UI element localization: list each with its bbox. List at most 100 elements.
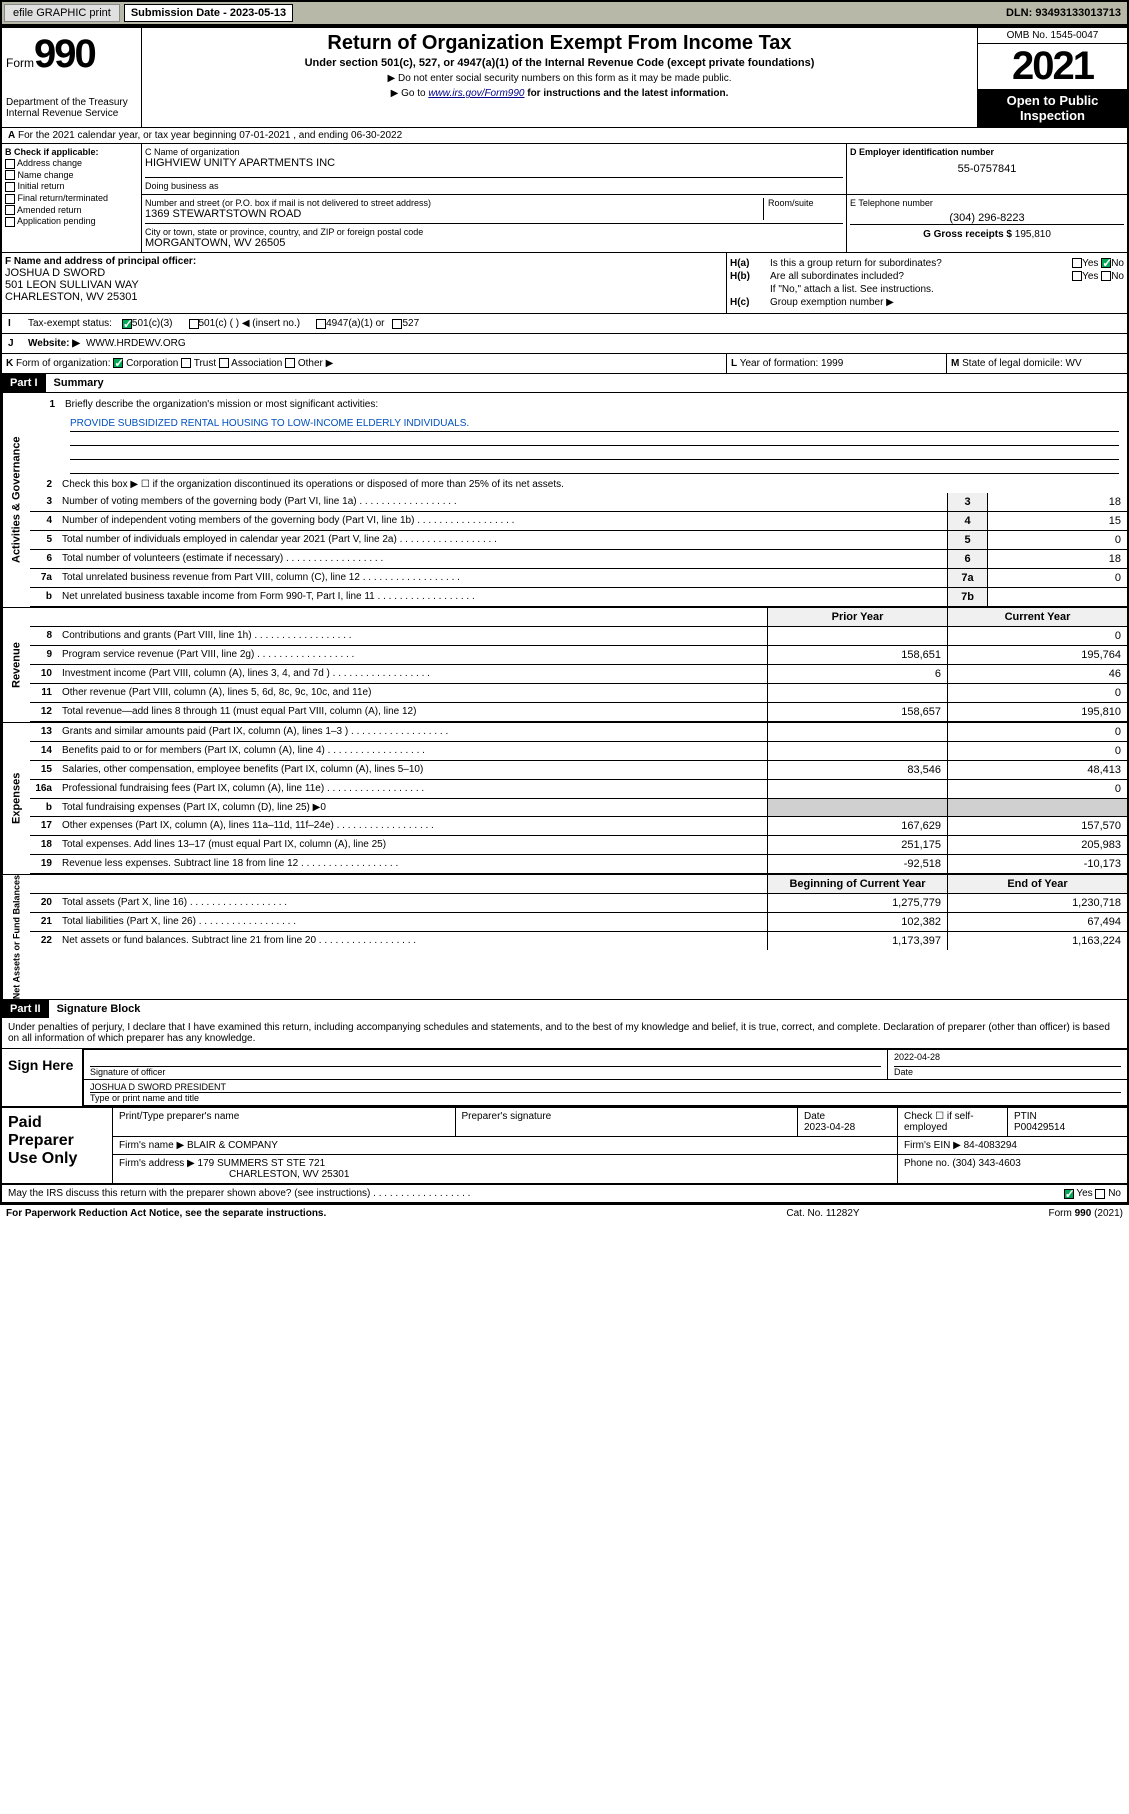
chk-application-pending[interactable]: [5, 217, 15, 227]
city-label: City or town, state or province, country…: [145, 227, 843, 237]
sig-name-value: JOSHUA D SWORD PRESIDENT: [90, 1082, 1121, 1092]
omb-number: OMB No. 1545-0047: [978, 28, 1127, 44]
addr-label: Number and street (or P.O. box if mail i…: [145, 198, 763, 208]
yes-label: Yes: [1082, 271, 1098, 282]
j-label: J: [8, 338, 28, 349]
line-19-prior: -92,518: [767, 855, 947, 873]
line-8-text: Contributions and grants (Part VIII, lin…: [58, 627, 767, 645]
opt-501c: 501(c) ( ) ◀ (insert no.): [199, 318, 301, 329]
line-7a-val: 0: [987, 569, 1127, 587]
form-number: 990: [34, 32, 95, 77]
line-13-prior: [767, 723, 947, 741]
signature-declaration: Under penalties of perjury, I declare th…: [2, 1018, 1127, 1048]
line-6-val: 18: [987, 550, 1127, 568]
chk-501c3[interactable]: [122, 319, 132, 329]
prep-ptin-value: P00429514: [1014, 1122, 1065, 1133]
chk-ha-no[interactable]: [1101, 258, 1111, 268]
column-b-checkboxes: B Check if applicable: Address change Na…: [2, 144, 142, 252]
phone-label: E Telephone number: [850, 198, 1124, 208]
line-16b-prior: [767, 799, 947, 816]
firm-phone-value: (304) 343-4603: [952, 1158, 1020, 1169]
line-19-text: Revenue less expenses. Subtract line 18 …: [58, 855, 767, 873]
chk-corporation[interactable]: [113, 358, 123, 368]
hdr-curr: Current Year: [947, 608, 1127, 626]
department-label: Department of the Treasury Internal Reve…: [6, 97, 137, 119]
chk-trust[interactable]: [181, 358, 191, 368]
chk-527[interactable]: [392, 319, 402, 329]
ein-value: 55-0757841: [850, 163, 1124, 175]
open-public-badge: Open to Public Inspection: [978, 89, 1127, 127]
firm-addr2: CHARLESTON, WV 25301: [229, 1169, 349, 1180]
line-22-text: Net assets or fund balances. Subtract li…: [58, 932, 767, 950]
officer-addr1: 501 LEON SULLIVAN WAY: [5, 279, 723, 291]
form-title: Return of Organization Exempt From Incom…: [146, 32, 973, 55]
line-3-box: 3: [947, 493, 987, 511]
discuss-text: May the IRS discuss this return with the…: [8, 1188, 941, 1199]
mission-blank-1: [70, 432, 1119, 446]
firm-ein-value: 84-4083294: [964, 1140, 1017, 1151]
row-j-website: J Website: ▶ WWW.HRDEWV.ORG: [2, 333, 1127, 353]
mission-text: PROVIDE SUBSIDIZED RENTAL HOUSING TO LOW…: [70, 418, 1119, 432]
chk-hb-yes[interactable]: [1072, 271, 1082, 281]
line-21-end: 67,494: [947, 913, 1127, 931]
row-klm: K Form of organization: Corporation Trus…: [2, 353, 1127, 373]
discuss-yes-label: Yes: [1076, 1188, 1092, 1199]
chk-501c[interactable]: [189, 319, 199, 329]
line-4-box: 4: [947, 512, 987, 530]
ha-label: H(a): [730, 258, 770, 269]
prep-date-value: 2023-04-28: [804, 1122, 855, 1133]
line-11-prior: [767, 684, 947, 702]
opt-501c3: 501(c)(3): [132, 318, 173, 329]
line-16a-prior: [767, 780, 947, 798]
row-fh: F Name and address of principal officer:…: [2, 252, 1127, 313]
prep-ptin-label: PTIN: [1014, 1111, 1037, 1122]
instruction-2: ▶ Go to www.irs.gov/Form990 for instruct…: [146, 88, 973, 99]
line-21-beg: 102,382: [767, 913, 947, 931]
chk-ha-yes[interactable]: [1072, 258, 1082, 268]
line-5-text: Total number of individuals employed in …: [58, 531, 947, 549]
chk-name-change[interactable]: [5, 170, 15, 180]
chk-association[interactable]: [219, 358, 229, 368]
form-subtitle: Under section 501(c), 527, or 4947(a)(1)…: [146, 57, 973, 69]
chk-final-return[interactable]: [5, 194, 15, 204]
chk-amended-return[interactable]: [5, 205, 15, 215]
irs-link[interactable]: www.irs.gov/Form990: [428, 88, 524, 99]
summary-net-assets: Net Assets or Fund Balances Beginning of…: [2, 874, 1127, 999]
k-text: Form of organization:: [16, 358, 111, 369]
mission-blank-3: [70, 460, 1119, 474]
line-16a-text: Professional fundraising fees (Part IX, …: [58, 780, 767, 798]
footer-catno: Cat. No. 11282Y: [723, 1208, 923, 1219]
firm-name-value: BLAIR & COMPANY: [187, 1140, 278, 1151]
j-text: Website: ▶: [28, 338, 80, 349]
chk-label: Initial return: [18, 181, 65, 191]
sig-name-label: Type or print name and title: [90, 1092, 1121, 1103]
hc-label: H(c): [730, 297, 770, 308]
chk-initial-return[interactable]: [5, 182, 15, 192]
chk-label: Name change: [18, 170, 74, 180]
chk-other[interactable]: [285, 358, 295, 368]
chk-discuss-no[interactable]: [1095, 1189, 1105, 1199]
line-9-prior: 158,651: [767, 646, 947, 664]
chk-4947[interactable]: [316, 319, 326, 329]
line-9-text: Program service revenue (Part VIII, line…: [58, 646, 767, 664]
form-label: Form: [6, 56, 34, 70]
gross-receipts-label: G Gross receipts $: [923, 229, 1012, 240]
line-21-text: Total liabilities (Part X, line 26): [58, 913, 767, 931]
line-1-num: 1: [33, 396, 61, 413]
line-9-curr: 195,764: [947, 646, 1127, 664]
tax-year: 2021: [978, 44, 1127, 89]
i-text: Tax-exempt status:: [28, 318, 112, 329]
chk-discuss-yes[interactable]: [1064, 1189, 1074, 1199]
line-7b-val: [987, 588, 1127, 606]
instruction-1: ▶ Do not enter social security numbers o…: [146, 73, 973, 84]
row-i-tax-exempt: I Tax-exempt status: 501(c)(3) 501(c) ( …: [2, 313, 1127, 333]
line-4-text: Number of independent voting members of …: [58, 512, 947, 530]
line-17-curr: 157,570: [947, 817, 1127, 835]
chk-hb-no[interactable]: [1101, 271, 1111, 281]
chk-address-change[interactable]: [5, 159, 15, 169]
efile-print-button[interactable]: efile GRAPHIC print: [4, 4, 120, 22]
instr2-post: for instructions and the latest informat…: [524, 88, 728, 99]
line-16a-curr: 0: [947, 780, 1127, 798]
line-3-text: Number of voting members of the governin…: [58, 493, 947, 511]
form-container: Form 990 Department of the Treasury Inte…: [0, 26, 1129, 1204]
